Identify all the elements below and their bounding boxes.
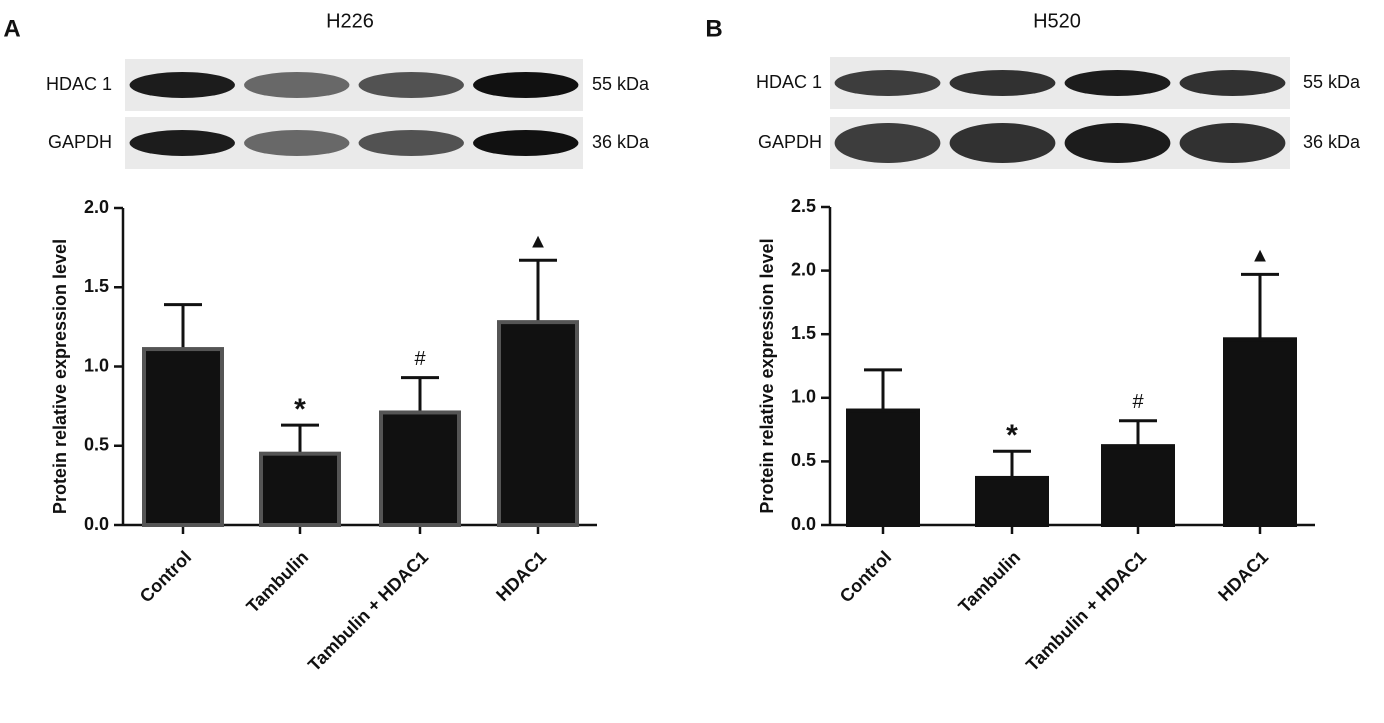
- blot-size: 36 kDa: [592, 132, 650, 152]
- blot-band: [1064, 123, 1171, 163]
- blot-band: [473, 72, 579, 98]
- significance-mark: #: [414, 348, 426, 370]
- y-tick-label: 2.0: [84, 197, 109, 217]
- bar: [846, 408, 920, 527]
- y-tick-label: 0.0: [84, 514, 109, 534]
- y-tick-label: 0.5: [791, 450, 816, 470]
- x-tick-label: Control: [136, 547, 195, 606]
- y-tick-label: 1.0: [84, 355, 109, 375]
- x-tick-label: HDAC1: [1214, 547, 1272, 605]
- bar: [142, 347, 224, 527]
- blot-size: 55 kDa: [592, 74, 650, 94]
- bar: [259, 451, 341, 527]
- blot-band: [949, 123, 1056, 163]
- y-axis-label: Protein relative expression level: [757, 238, 777, 513]
- chart-title: H226: [326, 10, 374, 32]
- y-axis-label: Protein relative expression level: [50, 239, 70, 514]
- blot-band: [129, 130, 235, 156]
- blot-band: [244, 72, 350, 98]
- x-tick-label: HDAC1: [492, 547, 550, 605]
- blot-band: [358, 72, 464, 98]
- blot-label: GAPDH: [758, 132, 822, 152]
- blot-band: [244, 130, 350, 156]
- bar: [1101, 444, 1175, 527]
- blot-size: 36 kDa: [1303, 132, 1361, 152]
- significance-mark: *: [1006, 419, 1018, 452]
- blot-band: [1064, 70, 1171, 96]
- x-tick-label: Tambulin + HDAC1: [304, 547, 432, 675]
- x-tick-label: Control: [836, 547, 895, 606]
- x-tick-label: Tambulin + HDAC1: [1022, 547, 1150, 675]
- blot-band: [358, 130, 464, 156]
- significance-mark: ▲: [528, 231, 548, 253]
- y-tick-label: 2.5: [791, 196, 816, 216]
- blot-band: [834, 70, 941, 96]
- y-tick-label: 0.0: [791, 514, 816, 534]
- significance-mark: #: [1132, 391, 1144, 413]
- x-tick-label: Tambulin: [954, 547, 1024, 617]
- blot-band: [129, 72, 235, 98]
- bar: [379, 410, 461, 527]
- chart-title: H520: [1033, 10, 1081, 32]
- panel-label: A: [3, 15, 20, 42]
- bar: [1223, 337, 1297, 527]
- y-tick-label: 1.5: [791, 323, 816, 343]
- y-tick-label: 0.5: [84, 435, 109, 455]
- y-tick-label: 1.0: [791, 387, 816, 407]
- y-tick-label: 1.5: [84, 276, 109, 296]
- blot-label: HDAC 1: [46, 74, 112, 94]
- blot-label: HDAC 1: [756, 72, 822, 92]
- bar: [975, 475, 1049, 528]
- bar: [497, 320, 579, 527]
- significance-mark: *: [294, 393, 306, 426]
- blot-band: [949, 70, 1056, 96]
- blot-label: GAPDH: [48, 132, 112, 152]
- y-tick-label: 2.0: [791, 259, 816, 279]
- chart-panel: B H520 HDAC 1 55 kDa GAPDH 36 kDa 0.0 0.5 1.0 1.5…: [705, 10, 1361, 675]
- blot-band: [1179, 70, 1286, 96]
- blot-size: 55 kDa: [1303, 72, 1361, 92]
- blot-band: [1179, 123, 1286, 163]
- panel-label: B: [705, 15, 722, 42]
- chart-panel: A H226 HDAC 1 55 kDa GAPDH 36 kDa 0.0 0.5 1.0 1.5…: [3, 10, 650, 675]
- x-tick-label: Tambulin: [242, 547, 312, 617]
- significance-mark: ▲: [1250, 245, 1270, 267]
- blot-band: [834, 123, 941, 163]
- blot-band: [473, 130, 579, 156]
